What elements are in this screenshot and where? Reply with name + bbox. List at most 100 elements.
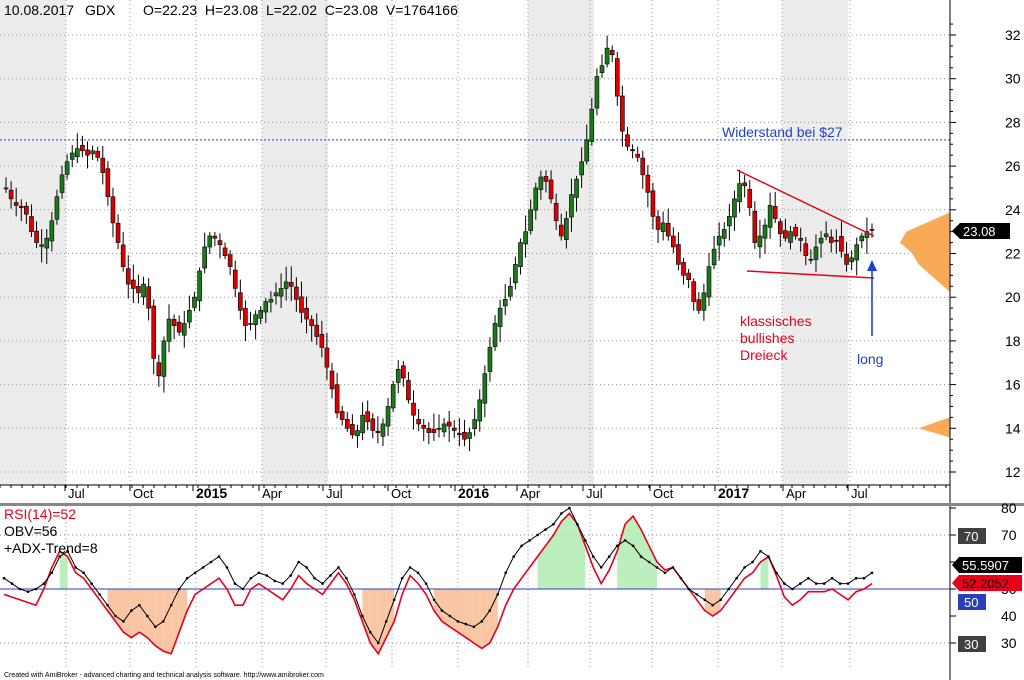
candle — [258, 306, 264, 325]
obv-label: OBV=56 — [4, 523, 58, 539]
candle — [793, 223, 798, 240]
indicator-tick-label: 30 — [1001, 635, 1017, 651]
x-tick-label: Oct — [391, 486, 412, 501]
obv-point — [313, 576, 316, 580]
candle — [39, 229, 44, 263]
obv-point — [679, 576, 683, 580]
candle — [548, 170, 554, 204]
rsi-fill-down — [139, 589, 148, 638]
candle — [569, 178, 574, 232]
obv-point — [528, 539, 531, 542]
candle — [502, 283, 508, 316]
candle — [767, 192, 773, 239]
candle — [110, 187, 116, 238]
obv-point — [806, 576, 810, 580]
obv-point — [209, 560, 213, 564]
candle — [125, 255, 131, 299]
candle — [457, 418, 462, 447]
pane-splitter[interactable] — [0, 503, 1024, 506]
obv-point — [169, 603, 173, 607]
obv-point — [687, 587, 691, 591]
candle — [655, 210, 661, 243]
obv-point — [711, 603, 715, 607]
candle — [487, 337, 493, 382]
candle — [24, 201, 29, 224]
candle — [283, 266, 289, 301]
obv-point — [584, 539, 587, 542]
obv-point — [201, 566, 205, 569]
indicator-pane — [0, 506, 950, 668]
rsi-fill-down — [473, 589, 482, 649]
x-tick-label: Oct — [653, 486, 674, 501]
candle — [609, 45, 615, 63]
candle — [95, 146, 100, 162]
rsi-fill-down — [147, 589, 156, 646]
candle — [742, 174, 747, 198]
candle — [620, 85, 625, 147]
obv-point — [751, 560, 754, 564]
obv-point — [719, 598, 722, 602]
y-tick-label: 26 — [1005, 158, 1021, 174]
candle — [538, 170, 544, 200]
obv-point — [257, 571, 261, 575]
badge-50: 50 — [958, 594, 986, 610]
obv-point — [623, 539, 627, 542]
y-tick-label: 32 — [1005, 27, 1021, 43]
candle — [90, 145, 95, 161]
obv-point — [353, 593, 356, 596]
obv-point — [671, 566, 675, 569]
obv-point — [536, 533, 539, 537]
obv-point — [448, 614, 452, 618]
rsi-line — [3, 512, 873, 656]
candle — [798, 227, 803, 252]
obv-point — [822, 582, 826, 585]
candle — [370, 413, 376, 439]
obv-point — [154, 625, 157, 629]
candle — [691, 278, 697, 311]
last-price-value: 23.08 — [963, 224, 996, 239]
obv-point — [846, 582, 850, 585]
obv-point — [26, 590, 30, 593]
obv-point — [114, 614, 117, 618]
candle — [645, 165, 651, 208]
candle — [839, 221, 844, 258]
obv-point — [369, 630, 372, 634]
candle — [115, 214, 121, 250]
obv-point — [743, 566, 746, 569]
rsi-fill-down — [370, 589, 379, 654]
obv-point — [329, 574, 332, 577]
candle — [614, 51, 620, 106]
candle — [238, 279, 243, 320]
chart-header: 10.08.2017 GDX O=22.23 H=23.08 L=22.02 C… — [4, 2, 458, 18]
obv-point — [870, 571, 874, 575]
obv-point — [297, 560, 300, 564]
badge-obv-text: 55.5907 — [962, 558, 1009, 573]
candle — [421, 418, 427, 442]
y-tick-label: 24 — [1005, 202, 1021, 218]
candle — [136, 274, 141, 304]
header-ohlcv: O=22.23 H=23.08 L=22.02 C=23.08 V=176416… — [143, 2, 458, 18]
triangle-lower-line — [746, 270, 875, 279]
obv-point — [2, 576, 6, 580]
rsi-fill-down — [123, 589, 132, 638]
candle — [762, 218, 768, 254]
candle — [120, 231, 126, 272]
candle — [818, 230, 824, 258]
candle — [844, 242, 849, 272]
obv-point — [392, 598, 396, 602]
obv-point — [647, 560, 651, 564]
candle — [314, 313, 320, 345]
candle — [589, 97, 595, 146]
candle — [834, 229, 839, 254]
candle — [100, 145, 106, 185]
obv-point — [775, 571, 778, 575]
candle — [319, 320, 325, 358]
obv-point — [496, 593, 500, 596]
candle — [13, 187, 19, 217]
obv-point — [337, 566, 340, 569]
candle — [416, 408, 421, 431]
candle — [345, 411, 350, 432]
candle — [721, 222, 727, 247]
candle — [523, 215, 528, 258]
candle — [248, 311, 253, 331]
